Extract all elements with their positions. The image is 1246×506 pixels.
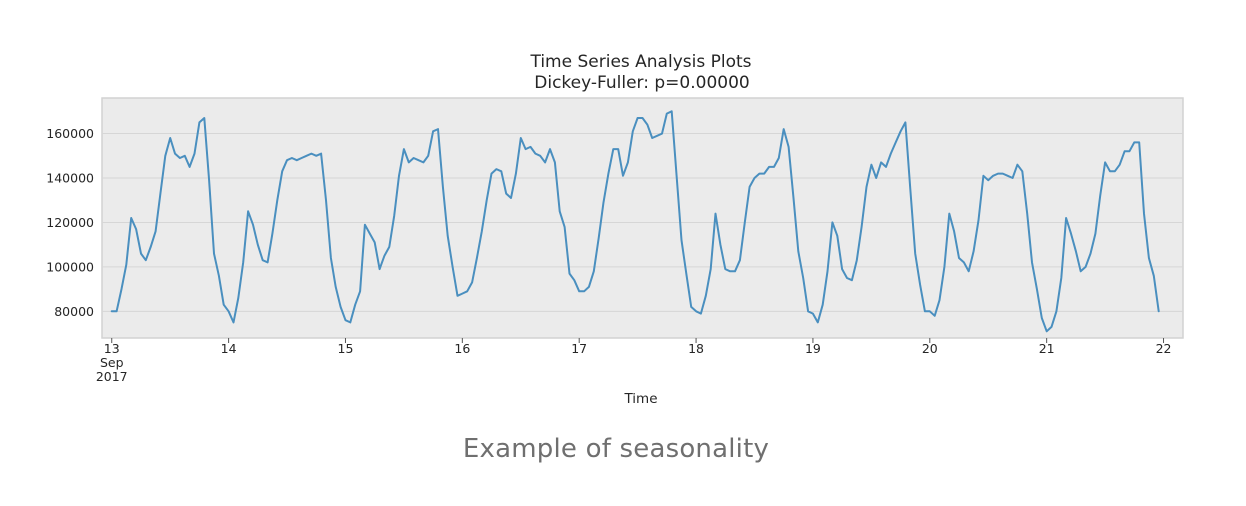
x-tick-label: 19 xyxy=(805,341,821,356)
series-line xyxy=(110,110,1160,333)
figure-caption: Example of seasonality xyxy=(462,434,770,464)
x-tick-label: 21 xyxy=(1039,341,1055,356)
x-tick-label: Sep xyxy=(100,355,124,370)
figure: 80000 100000 120000 140000 160000 13 Sep 2017 1… xyxy=(46,52,1184,407)
plot-area xyxy=(101,97,1184,339)
x-tick-label: 18 xyxy=(688,341,704,356)
x-tick-label: 20 xyxy=(922,341,938,356)
y-tick-label: 140000 xyxy=(46,171,94,186)
x-tick-label: 17 xyxy=(571,341,587,356)
x-tick-label: 22 xyxy=(1156,341,1172,356)
chart-title: Time Series Analysis Plots xyxy=(529,52,751,72)
x-axis-label: Time xyxy=(623,391,657,407)
series-layer xyxy=(110,110,1160,333)
y-tick-label: 80000 xyxy=(54,304,94,319)
x-tick-label: 13 xyxy=(104,341,120,356)
x-tick-label: 14 xyxy=(221,341,237,356)
grid-lines xyxy=(102,133,1183,312)
y-tick-label: 160000 xyxy=(46,126,94,141)
x-tick-label: 15 xyxy=(338,341,354,356)
chart-subtitle: Dickey-Fuller: p=0.00000 xyxy=(534,73,749,93)
x-tick-label: 2017 xyxy=(96,369,128,384)
y-tick-label: 100000 xyxy=(46,259,94,274)
x-tick-label: 16 xyxy=(454,341,470,356)
y-axis-ticks: 80000 100000 120000 140000 160000 xyxy=(46,126,94,319)
y-tick-label: 120000 xyxy=(46,215,94,230)
